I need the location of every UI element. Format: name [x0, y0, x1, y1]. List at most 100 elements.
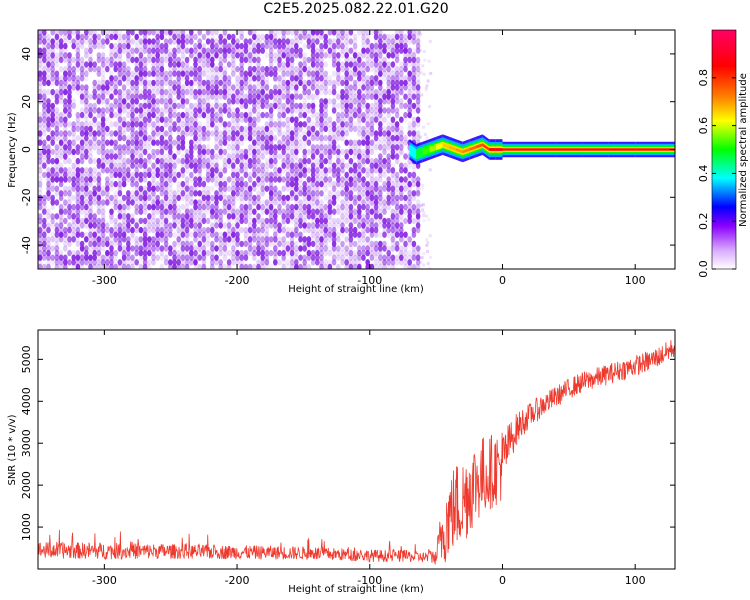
noise-cell	[193, 157, 198, 165]
noise-cell	[138, 70, 144, 77]
noise-cell	[189, 176, 194, 183]
noise-cell	[92, 38, 97, 45]
noise-cell	[403, 42, 408, 50]
noise-cell	[96, 38, 102, 45]
noise-cell	[281, 102, 287, 110]
noise-cell	[75, 231, 81, 238]
noise-cell	[386, 190, 392, 197]
noise-cell	[285, 245, 291, 252]
noise-cell	[415, 130, 421, 137]
noise-cell	[294, 33, 299, 41]
noise-cell	[285, 240, 291, 248]
noise-cell	[399, 61, 404, 68]
noise-cell	[390, 259, 396, 266]
noise-cell	[252, 88, 257, 96]
noise-cell	[71, 162, 76, 169]
noise-cell	[252, 153, 257, 160]
noise-cell	[231, 194, 236, 202]
noise-cell	[256, 249, 261, 257]
noise-cell	[357, 185, 362, 192]
noise-cell	[46, 194, 51, 202]
noise-cell	[415, 33, 421, 41]
noise-cell	[298, 162, 303, 169]
noise-cell	[407, 185, 413, 192]
noise-cell	[315, 47, 320, 54]
noise-cell	[399, 38, 404, 45]
noise-cell	[226, 93, 232, 100]
noise-cell	[84, 153, 89, 160]
noise-cell	[235, 84, 240, 91]
noise-cell	[407, 208, 413, 215]
noise-cell	[331, 245, 337, 252]
noise-cell	[210, 42, 215, 50]
noise-cell	[310, 47, 316, 54]
noise-cell	[210, 203, 215, 211]
noise-cell	[176, 93, 181, 100]
noise-cell	[331, 167, 337, 174]
noise-cell	[273, 240, 278, 248]
noise-cell	[197, 153, 202, 160]
noise-cell	[260, 249, 266, 257]
noise-cell	[340, 107, 345, 114]
chart-title: C2E5.2025.082.22.01.G20	[263, 1, 449, 17]
noise-cell	[205, 121, 211, 128]
noise-cell	[415, 185, 421, 192]
noise-cell	[155, 98, 160, 105]
noise-cell	[214, 245, 219, 252]
noise-cell	[193, 199, 198, 206]
noise-cell	[285, 130, 291, 137]
noise-cell	[88, 125, 93, 133]
noise-cell	[422, 125, 425, 129]
noise-cell	[231, 185, 236, 192]
noise-cell	[378, 47, 383, 54]
noise-cell	[142, 121, 148, 128]
noise-cell	[425, 136, 429, 140]
noise-cell	[243, 263, 249, 269]
noise-cell	[365, 93, 371, 100]
noise-cell	[235, 240, 240, 248]
noise-cell	[247, 153, 253, 160]
noise-cell	[315, 203, 320, 211]
noise-cell	[42, 30, 47, 36]
noise-cell	[67, 65, 72, 73]
noise-cell	[168, 70, 173, 77]
noise-cell	[357, 222, 362, 229]
noise-cell	[117, 38, 123, 45]
noise-cell	[252, 162, 257, 169]
noise-cell	[92, 116, 97, 123]
noise-cell	[294, 153, 299, 160]
noise-cell	[134, 249, 139, 257]
noise-cell	[277, 125, 282, 133]
noise-cell	[75, 125, 81, 133]
noise-cell	[344, 42, 350, 50]
noise-cell	[63, 102, 68, 110]
noise-cell	[231, 199, 236, 206]
noise-cell	[226, 240, 232, 248]
noise-cell	[231, 153, 236, 160]
signal-band	[555, 148, 583, 151]
noise-cell	[38, 116, 43, 123]
noise-cell	[109, 194, 114, 202]
noise-cell	[348, 56, 354, 64]
noise-cell	[38, 88, 43, 96]
noise-cell	[252, 33, 257, 41]
noise-cell	[67, 190, 72, 197]
noise-cell	[189, 125, 194, 133]
noise-cell	[109, 75, 114, 82]
noise-cell	[205, 75, 211, 82]
noise-cell	[172, 47, 177, 54]
noise-cell	[113, 56, 118, 64]
noise-cell	[79, 93, 85, 100]
noise-cell	[231, 130, 236, 137]
noise-cell	[239, 208, 244, 215]
noise-cell	[369, 61, 375, 68]
noise-cell	[151, 245, 156, 252]
noise-cell	[260, 88, 266, 96]
noise-cell	[46, 121, 51, 128]
snr-y-axis-label: SNR (10 * v/v)	[7, 414, 18, 485]
noise-cell	[352, 194, 358, 202]
noise-cell	[302, 226, 308, 234]
noise-cell	[289, 194, 295, 202]
noise-cell	[147, 116, 152, 123]
noise-cell	[134, 61, 139, 68]
